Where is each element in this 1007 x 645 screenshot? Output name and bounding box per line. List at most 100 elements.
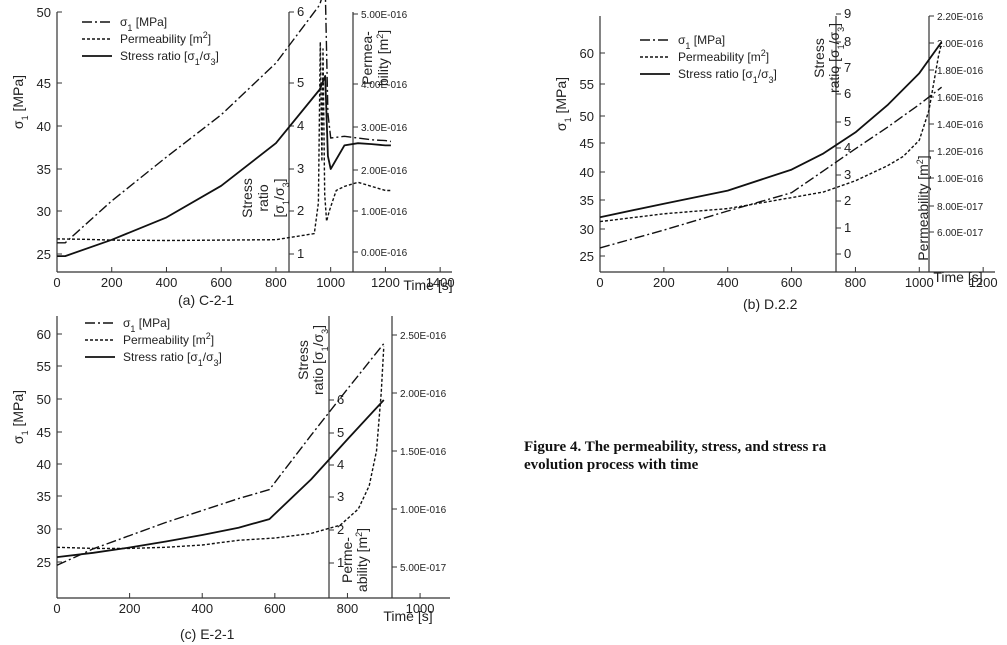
panel-c-caption: (c) E-2-1: [180, 626, 235, 642]
y-tick-label: 55: [580, 77, 594, 92]
y-tick-label: 3.00E-016: [361, 123, 408, 134]
y-tick-label: 2: [337, 522, 344, 537]
y-tick-label: 1.00E-016: [361, 207, 408, 218]
legend-label-3: Stress ratio [σ1/σ3]: [123, 350, 222, 368]
y-tick-label: 2.00E-016: [937, 39, 984, 50]
series-line-2: [56, 346, 385, 550]
y-tick-label: 40: [37, 119, 51, 134]
y-tick-label: 5: [297, 75, 304, 90]
y-axis-title-ratio: Stress: [239, 178, 255, 218]
x-tick-label: 1000: [406, 601, 435, 616]
y-tick-label: 25: [580, 249, 594, 264]
y-tick-label: 4: [844, 140, 851, 155]
x-tick-label: 0: [53, 275, 60, 290]
y-axis-title-perm: ability [m2]: [354, 528, 370, 592]
y-axis-title-ratio: ratio: [255, 184, 271, 211]
legend-label-2: Permeability [m2]: [123, 331, 214, 347]
y-tick-label: 35: [37, 162, 51, 177]
y-axis-title-sigma1: σ1 [MPa]: [10, 75, 30, 129]
y-tick-label: 35: [580, 193, 594, 208]
y-tick-label: 4: [297, 118, 304, 133]
y-tick-label: 1.40E-016: [937, 120, 984, 131]
y-axis-title-ratio: ratio [σ1/σ3]: [826, 23, 846, 93]
y-tick-label: 6: [844, 86, 851, 101]
y-tick-label: 40: [37, 457, 51, 472]
y-tick-label: 1.00E-016: [937, 174, 984, 185]
y-axis-title-perm: Permea-: [359, 31, 375, 85]
legend-label-3: Stress ratio [σ1/σ3]: [678, 67, 777, 85]
x-tick-label: 800: [265, 275, 287, 290]
legend-label-2: Permeability [m2]: [120, 30, 211, 46]
y-tick-label: 50: [37, 392, 51, 407]
legend-label-2: Permeability [m2]: [678, 48, 769, 64]
y-tick-label: 9: [844, 6, 851, 21]
legend-label-1: σ1 [MPa]: [678, 33, 725, 51]
y-tick-label: 3: [844, 167, 851, 182]
x-tick-label: 200: [653, 275, 675, 290]
legend-label-3: Stress ratio [σ1/σ3]: [120, 49, 219, 67]
y-tick-label: 8.00E-017: [937, 202, 984, 213]
series-line-3: [599, 41, 943, 219]
figure-caption-line2: evolution process with time: [524, 457, 699, 473]
y-tick-label: 30: [37, 204, 51, 219]
series-line-1: [56, 343, 385, 566]
x-tick-label: 400: [717, 275, 739, 290]
y-tick-label: 8: [844, 34, 851, 49]
y-tick-label: 4: [337, 457, 344, 472]
panel-b-caption: (b) D.2.2: [743, 296, 798, 312]
y-tick-label: 1.50E-016: [400, 447, 447, 458]
x-tick-label: 600: [210, 275, 232, 290]
x-axis-title: Time [s]: [403, 277, 452, 293]
x-tick-label: 600: [781, 275, 803, 290]
figure-caption-line1: Figure 4. The permeability, stress, and …: [524, 439, 827, 455]
series-line-2: [599, 42, 943, 223]
figure-caption: Figure 4. The permeability, stress, and …: [524, 438, 826, 474]
y-tick-label: 4.00E-016: [361, 80, 408, 91]
x-tick-label: 800: [337, 601, 359, 616]
y-tick-label: 1: [337, 555, 344, 570]
x-tick-label: 400: [191, 601, 213, 616]
y-tick-label: 25: [37, 247, 51, 262]
y-tick-label: 2.50E-016: [400, 331, 447, 342]
y-axis-title-perm: bility [m2]: [375, 30, 391, 86]
x-tick-label: 1200: [969, 275, 998, 290]
y-axis-title-perm: Permeability [m2]: [915, 155, 931, 260]
y-tick-label: 45: [37, 425, 51, 440]
legend-label-1: σ1 [MPa]: [123, 316, 170, 334]
panel-a-caption: (a) C-2-1: [178, 292, 235, 308]
y-tick-label: 0: [844, 246, 851, 261]
series-line-3: [57, 75, 391, 258]
y-tick-label: 6.00E-017: [937, 228, 984, 239]
y-tick-label: 1: [297, 246, 304, 261]
y-tick-label: 5: [844, 114, 851, 129]
y-tick-label: 55: [37, 359, 51, 374]
y-tick-label: 3: [337, 489, 344, 504]
y-tick-label: 25: [37, 555, 51, 570]
y-tick-label: 2: [297, 203, 304, 218]
y-tick-label: 50: [580, 109, 594, 124]
x-tick-label: 400: [156, 275, 178, 290]
y-tick-label: 50: [37, 5, 51, 20]
y-tick-label: 1.00E-016: [400, 505, 447, 516]
x-tick-label: 800: [845, 275, 867, 290]
y-tick-label: 5.00E-016: [361, 10, 408, 21]
y-axis-title-ratio: [σ1/σ3]: [271, 179, 291, 218]
x-tick-label: 600: [264, 601, 286, 616]
y-axis-title-sigma1: σ1 [MPa]: [10, 390, 30, 444]
y-axis-title-perm: Perme-: [339, 537, 355, 583]
y-axis-title-ratio: ratio [σ1/σ3]: [310, 325, 330, 395]
series-line-2: [56, 41, 391, 242]
y-tick-label: 5.00E-017: [400, 563, 447, 574]
legend-label-1: σ1 [MPa]: [120, 15, 167, 33]
y-tick-label: 60: [37, 327, 51, 342]
y-tick-label: 5: [337, 425, 344, 440]
y-axis-title-ratio: Stress: [811, 38, 827, 78]
x-tick-label: 1000: [316, 275, 345, 290]
y-tick-label: 1: [844, 220, 851, 235]
series-line-1: [57, 0, 392, 244]
